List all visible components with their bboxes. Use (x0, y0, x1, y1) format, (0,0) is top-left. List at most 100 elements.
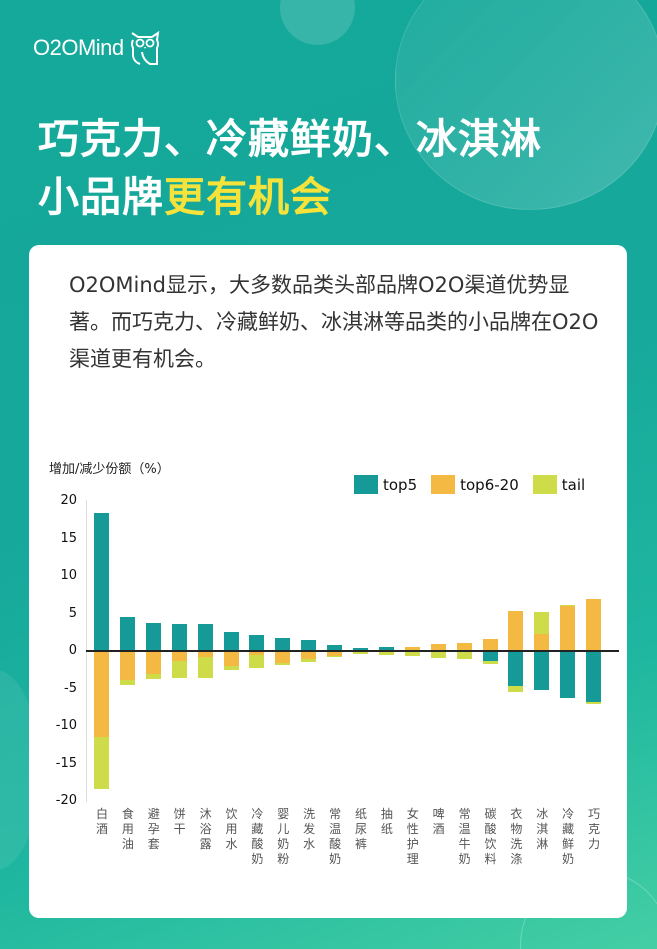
bar-group (145, 245, 161, 918)
bar-group (223, 245, 239, 918)
bar-segment-tail (119, 680, 135, 685)
x-tick-label: 常温牛奶 (458, 807, 471, 866)
bar-segment-top5 (508, 651, 524, 686)
bar-segment-top6-20 (223, 651, 239, 666)
legend-swatch-top6-20 (431, 475, 456, 494)
bar-segment-top6-20 (171, 651, 187, 661)
x-tick-label: 抽纸 (380, 807, 393, 836)
bar-segment-top6-20 (482, 639, 498, 651)
bar-segment-tail (353, 651, 368, 654)
bar-group (534, 245, 550, 918)
bar-segment-top6-20 (560, 605, 576, 651)
brand-logo: O2OMind (33, 30, 160, 66)
bar-segment-top5 (534, 651, 550, 690)
page-title: 巧克力、冷藏鲜奶、冰淇淋 小品牌更有机会 (38, 110, 542, 226)
y-tick-label: -15 (55, 755, 77, 771)
bar-segment-tail (249, 654, 265, 668)
x-tick-label: 饮用水 (225, 807, 238, 851)
x-tick-label: 食用油 (121, 807, 134, 851)
bar-segment-tail (301, 659, 317, 663)
bar-segment-top6-20 (404, 646, 420, 650)
bar-segment-top6-20 (586, 598, 602, 651)
bar-segment-top5 (301, 639, 317, 651)
description-text: O2OMind显示，大多数品类头部品牌O2O渠道优势显著。而巧克力、冷藏鲜奶、冰… (69, 273, 599, 371)
zero-baseline (86, 650, 619, 652)
bar-segment-tail (223, 666, 239, 670)
y-tick-label: 5 (68, 605, 77, 621)
x-tick-label: 饼干 (173, 807, 186, 836)
bar-segment-tail (430, 651, 446, 658)
x-tick-label: 衣物洗涤 (510, 807, 523, 866)
y-tick-label: -20 (55, 793, 77, 808)
bar-group (508, 245, 524, 918)
bar-group (249, 245, 265, 918)
y-tick-label: -5 (64, 680, 77, 696)
x-tick-label: 碳酸饮料 (484, 807, 497, 866)
bar-group (456, 245, 472, 918)
bar-group (378, 245, 394, 918)
bar-segment-top5 (171, 624, 187, 651)
bar-group (430, 245, 446, 918)
y-axis-label: 增加/减少份额（%） (49, 462, 170, 477)
bar-segment-tail (456, 651, 472, 660)
bar-segment-top6-20 (119, 651, 135, 681)
bar-segment-tail (197, 657, 213, 678)
bar-segment-top5 (249, 634, 265, 651)
title-line-2: 小品牌更有机会 (38, 168, 542, 226)
bar-segment-top5 (119, 616, 135, 651)
bar-segment-tail (327, 655, 343, 657)
bar-group (586, 245, 602, 918)
legend-label: top5 (383, 475, 418, 494)
x-tick-label: 啤酒 (432, 807, 445, 836)
bar-group (94, 245, 109, 918)
bar-segment-top6-20 (327, 651, 343, 656)
bar-segment-top6-20 (508, 611, 524, 651)
bar-segment-tail (404, 651, 420, 656)
bar-segment-top6-20 (275, 651, 291, 663)
bar-segment-tail (378, 651, 394, 655)
x-tick-label: 婴儿奶粉 (277, 807, 290, 866)
bar-group (119, 245, 135, 918)
x-tick-label: 巧克力 (588, 807, 601, 851)
x-tick-label: 冷藏酸奶 (251, 807, 264, 866)
bar-group (275, 245, 291, 918)
bar-segment-tail (171, 660, 187, 678)
bar-segment-tail (275, 663, 291, 665)
x-tick-label: 白酒 (95, 807, 108, 836)
bar-segment-top5 (94, 513, 109, 651)
x-tick-label: 沐浴露 (199, 807, 212, 851)
y-tick-label: 0 (68, 643, 77, 658)
y-tick-label: 10 (60, 568, 77, 583)
legend-label: top6-20 (460, 475, 519, 494)
content-card: O2OMind显示，大多数品类头部品牌O2O渠道优势显著。而巧克力、冷藏鲜奶、冰… (29, 245, 627, 918)
x-tick-label: 洗发水 (303, 807, 316, 851)
legend-label: tail (561, 475, 586, 494)
bar-segment-tail (560, 604, 576, 606)
bar-segment-top5 (586, 651, 602, 702)
x-tick-label: 避孕套 (147, 807, 160, 851)
bar-segment-top6-20 (534, 633, 550, 651)
x-tick-label: 纸尿裤 (354, 807, 367, 851)
bar-group (560, 245, 576, 918)
legend-item-top5: top5 (354, 475, 417, 494)
bar-segment-top6-20 (301, 651, 317, 660)
bar-segment-top5 (378, 647, 394, 651)
bar-segment-top6-20 (94, 651, 109, 737)
bar-group (327, 245, 343, 918)
bar-segment-top5 (353, 648, 368, 651)
title-line-1: 巧克力、冷藏鲜奶、冰淇淋 (38, 115, 542, 163)
bar-segment-top5 (223, 632, 239, 651)
x-tick-label: 冰淇淋 (536, 807, 549, 851)
bar-group (197, 245, 213, 918)
y-tick-label: -10 (55, 718, 77, 733)
y-tick-label: 15 (60, 530, 77, 546)
bar-segment-top5 (560, 651, 576, 698)
bar-segment-tail (482, 660, 498, 664)
bar-group (353, 245, 368, 918)
bar-segment-tail (586, 702, 602, 705)
bar-segment-tail (534, 612, 550, 634)
stacked-bar-chart: 增加/减少份额（%） top5 top6-20 tail 20 15 10 5 0 -5 -… (29, 245, 627, 918)
bar-segment-top6-20 (430, 644, 446, 651)
decorative-circle (280, 0, 355, 45)
bar-group (171, 245, 187, 918)
